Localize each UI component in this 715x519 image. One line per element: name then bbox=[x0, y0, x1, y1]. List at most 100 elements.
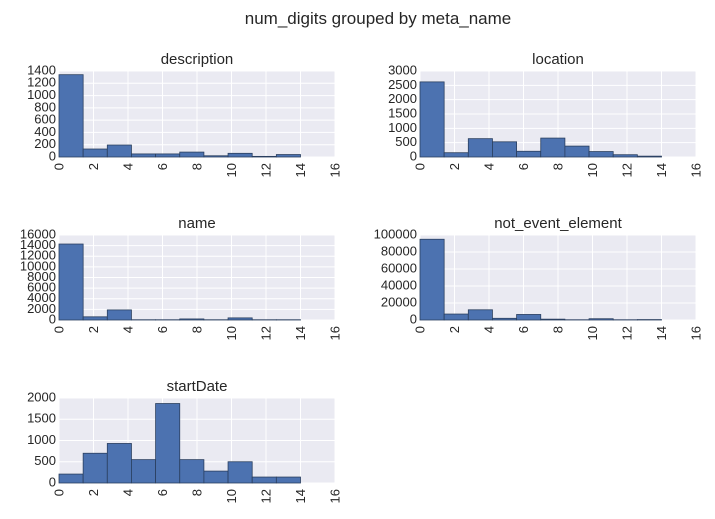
x-tick-label: 2 bbox=[447, 326, 462, 333]
y-tick-label: 0 bbox=[410, 148, 417, 163]
histogram-bar bbox=[58, 243, 84, 321]
y-tick-label: 14000 bbox=[20, 237, 56, 252]
subplot-title: description bbox=[161, 51, 234, 68]
subplot-1: 0 2 4 6 8 10 12 14 16050010001500200025003000loc… bbox=[388, 51, 703, 177]
histogram-bar bbox=[275, 476, 301, 484]
x-tick-label: 4 bbox=[481, 326, 496, 333]
x-tick-label: 10 bbox=[224, 489, 239, 503]
histogram-bar bbox=[612, 154, 638, 158]
x-tick-label: 0 bbox=[412, 163, 427, 170]
subplot-grid: 0 2 4 6 8 10 12 14 160200400600800100012001400de… bbox=[20, 51, 704, 503]
y-tick-label: 1000 bbox=[27, 87, 56, 102]
x-tick-label: 8 bbox=[189, 163, 204, 170]
subplot-2: 0 2 4 6 8 10 12 14 16020004000600080001000012000… bbox=[20, 215, 343, 340]
histogram-bar bbox=[492, 141, 518, 158]
histogram-bar bbox=[58, 473, 84, 484]
y-tick-label: 80000 bbox=[381, 243, 417, 258]
x-tick-label: 16 bbox=[688, 163, 703, 177]
histogram-bar bbox=[179, 151, 205, 158]
histogram-bar bbox=[540, 318, 566, 321]
x-tick-label: 14 bbox=[293, 326, 308, 340]
histogram-bar bbox=[179, 459, 205, 484]
y-tick-label: 16000 bbox=[20, 226, 56, 241]
y-tick-label: 2000 bbox=[388, 91, 417, 106]
histogram-bar bbox=[82, 316, 108, 321]
x-tick-label: 12 bbox=[258, 326, 273, 340]
histogram-bar bbox=[227, 152, 253, 158]
x-tick-label: 14 bbox=[293, 163, 308, 177]
x-tick-label: 0 bbox=[51, 489, 66, 496]
y-tick-label: 500 bbox=[34, 453, 56, 468]
y-tick-label: 1000 bbox=[27, 432, 56, 447]
x-tick-label: 4 bbox=[481, 163, 496, 170]
histogram-bar bbox=[588, 318, 614, 321]
x-tick-label: 8 bbox=[189, 489, 204, 496]
x-tick-label: 8 bbox=[550, 163, 565, 170]
figure-suptitle: num_digits grouped by meta_name bbox=[245, 9, 512, 28]
histogram-bar bbox=[540, 137, 566, 158]
y-tick-label: 10000 bbox=[20, 258, 56, 273]
subplot-3: 0 2 4 6 8 10 12 14 16 0 20000 40000 60000 80000 100000… bbox=[374, 215, 704, 340]
histogram-bar bbox=[419, 81, 445, 158]
histogram-bar bbox=[203, 470, 229, 484]
x-tick-label: 6 bbox=[516, 163, 531, 170]
y-tick-label: 0 bbox=[410, 311, 417, 326]
histogram-bar bbox=[58, 74, 84, 158]
y-tick-label: 20000 bbox=[381, 294, 417, 309]
y-tick-label: 12000 bbox=[20, 248, 56, 263]
histogram-bar bbox=[82, 452, 108, 484]
histogram-bar bbox=[203, 155, 229, 158]
histogram-bar bbox=[131, 153, 156, 158]
x-tick-label: 2 bbox=[447, 163, 462, 170]
y-tick-label: 1400 bbox=[27, 62, 56, 77]
y-tick-label: 8000 bbox=[27, 269, 56, 284]
x-tick-label: 6 bbox=[155, 326, 170, 333]
histogram-bar bbox=[227, 461, 253, 484]
x-tick-label: 4 bbox=[120, 163, 135, 170]
y-tick-label: 3000 bbox=[388, 62, 417, 77]
x-tick-label: 8 bbox=[189, 326, 204, 333]
x-tick-label: 12 bbox=[258, 163, 273, 177]
y-tick-label: 600 bbox=[34, 112, 56, 127]
x-tick-label: 10 bbox=[585, 163, 600, 177]
x-tick-label: 2 bbox=[86, 326, 101, 333]
x-tick-label: 14 bbox=[654, 326, 669, 340]
histogram-bar bbox=[155, 403, 181, 484]
subplot-title: startDate bbox=[167, 378, 228, 395]
histogram-bar bbox=[419, 238, 445, 321]
subplot-title: name bbox=[178, 215, 216, 232]
subplot-title: location bbox=[532, 51, 584, 68]
y-tick-label: 1200 bbox=[27, 75, 56, 90]
histogram-bar bbox=[588, 151, 614, 158]
histogram-bar bbox=[636, 155, 662, 158]
x-tick-label: 10 bbox=[585, 326, 600, 340]
histogram-bar bbox=[106, 309, 132, 321]
x-tick-label: 14 bbox=[654, 163, 669, 177]
subplot-0: 0 2 4 6 8 10 12 14 160200400600800100012001400de… bbox=[27, 51, 342, 177]
y-tick-label: 1500 bbox=[27, 411, 56, 426]
y-tick-label: 0 bbox=[49, 311, 56, 326]
histogram-bar bbox=[467, 138, 493, 158]
y-tick-label: 40000 bbox=[381, 277, 417, 292]
y-tick-label: 400 bbox=[34, 124, 56, 139]
x-tick-label: 2 bbox=[86, 163, 101, 170]
histogram-bar bbox=[227, 317, 253, 321]
x-tick-label: 16 bbox=[327, 163, 342, 177]
x-tick-label: 0 bbox=[51, 163, 66, 170]
x-tick-label: 2 bbox=[86, 489, 101, 496]
x-tick-label: 0 bbox=[412, 326, 427, 333]
histogram-bar bbox=[564, 145, 590, 158]
histogram-bar bbox=[443, 152, 469, 158]
y-tick-label: 2000 bbox=[27, 389, 56, 404]
x-tick-label: 6 bbox=[155, 163, 170, 170]
x-tick-label: 12 bbox=[258, 489, 273, 503]
histogram-bar bbox=[251, 476, 277, 484]
histogram-bar bbox=[82, 148, 108, 158]
histogram-bar bbox=[155, 153, 181, 158]
x-tick-label: 14 bbox=[293, 489, 308, 503]
x-tick-label: 10 bbox=[224, 163, 239, 177]
x-tick-label: 10 bbox=[224, 326, 239, 340]
histogram-bar bbox=[251, 155, 277, 158]
y-tick-label: 6000 bbox=[27, 280, 56, 295]
